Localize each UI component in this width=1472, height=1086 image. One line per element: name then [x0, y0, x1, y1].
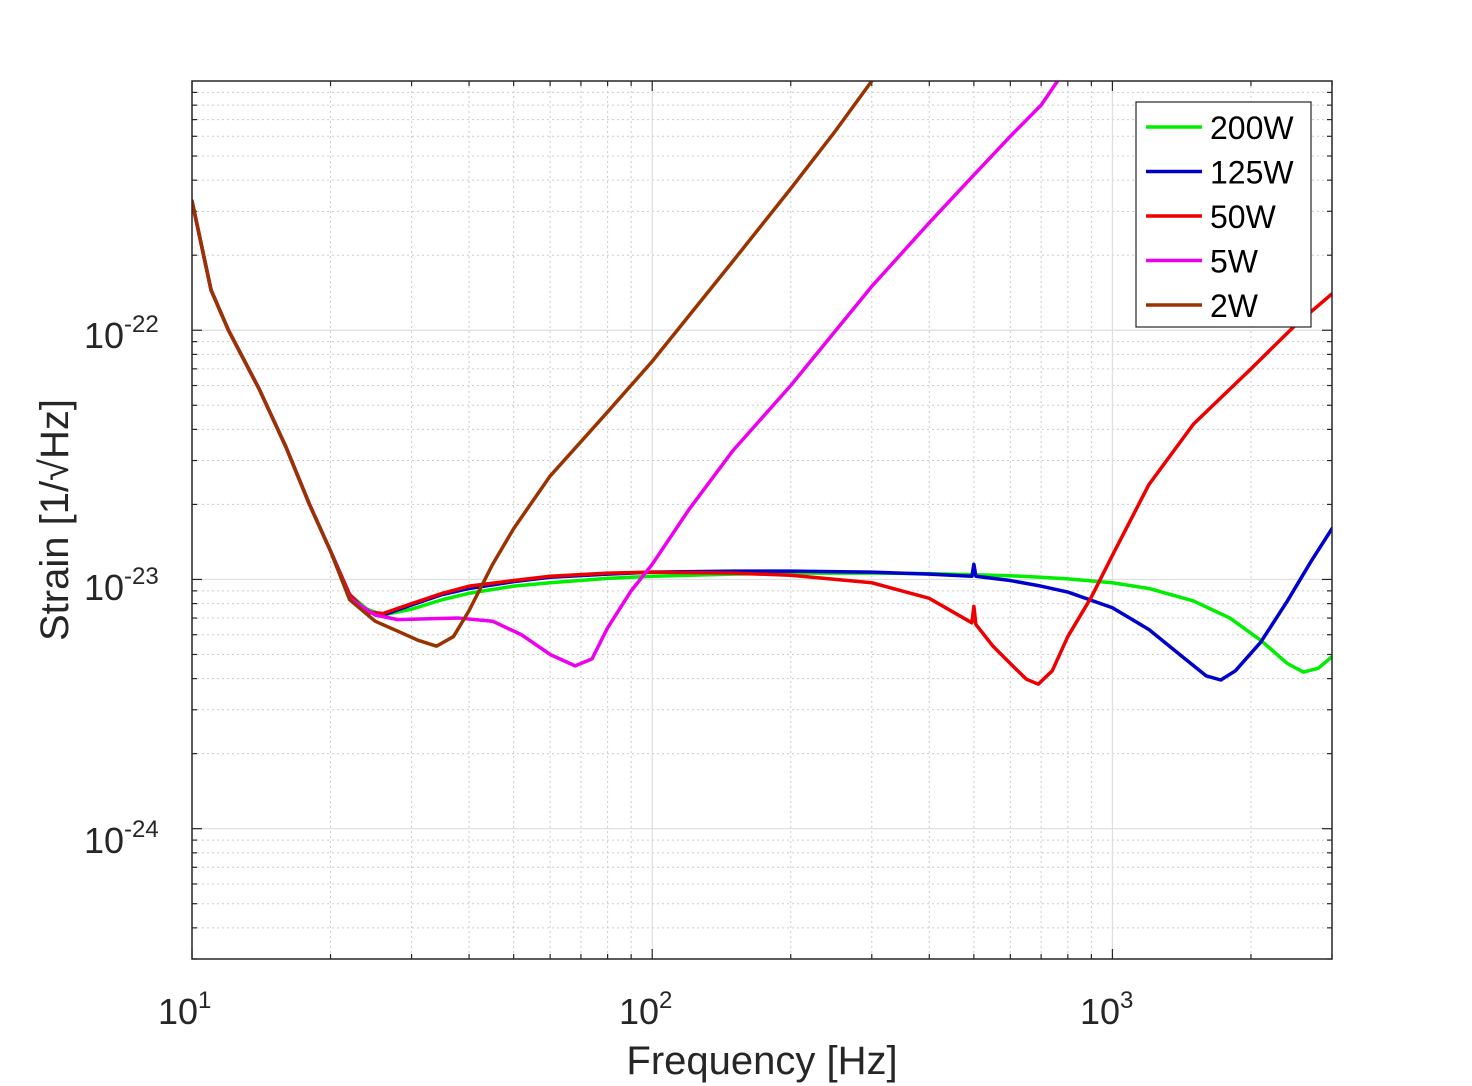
legend-label-5w: 5W	[1210, 244, 1259, 280]
y-tick-labels: 10-24 10-23 10-22	[84, 311, 159, 861]
y-tick-label-1e-24: 10-24	[84, 816, 159, 861]
y-tick-label-1e-22: 10-22	[84, 311, 159, 356]
x-tick-label-100: 102	[619, 987, 672, 1032]
legend-entries: 200W 125W 50W 5W 2W	[1146, 110, 1294, 324]
x-tick-label-10: 101	[158, 987, 211, 1032]
legend-label-2w: 2W	[1210, 288, 1259, 324]
y-axis-title: Strain [1/√Hz]	[33, 399, 77, 641]
axes-box	[191, 80, 1333, 960]
legend: 200W 125W 50W 5W 2W	[1135, 101, 1312, 328]
x-tick-labels: 101 102 103	[158, 987, 1133, 1032]
tick-marks	[191, 81, 1333, 960]
x-tick-label-1000: 103	[1080, 987, 1133, 1032]
series-lines	[192, 81, 1332, 686]
y-tick-label-1e-23: 10-23	[84, 563, 159, 608]
x-axis-title: Frequency [Hz]	[626, 1039, 897, 1083]
plot-clip	[192, 81, 1332, 686]
legend-label-200w: 200W	[1210, 110, 1294, 146]
series-line-2w	[192, 81, 874, 648]
legend-label-50w: 50W	[1210, 199, 1277, 235]
legend-label-125w: 125W	[1210, 155, 1294, 191]
